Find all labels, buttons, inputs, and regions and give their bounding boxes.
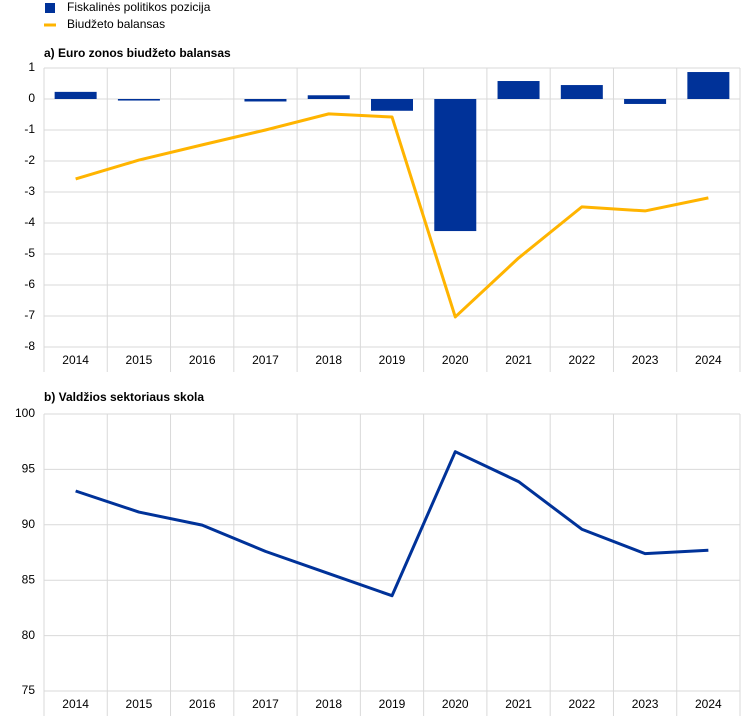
bar bbox=[687, 72, 730, 99]
x-tick-label: 2024 bbox=[695, 353, 722, 367]
x-tick-label: 2016 bbox=[189, 353, 216, 367]
y-tick-label: -6 bbox=[24, 277, 35, 291]
y-tick-label: -1 bbox=[24, 122, 35, 136]
y-tick-label: 0 bbox=[28, 91, 35, 105]
bar bbox=[117, 99, 160, 101]
x-tick-label: 2014 bbox=[62, 697, 89, 711]
y-tick-label: -4 bbox=[24, 215, 35, 229]
x-tick-label: 2018 bbox=[315, 697, 342, 711]
y-tick-label: -7 bbox=[24, 308, 35, 322]
y-tick-label: 90 bbox=[22, 517, 36, 531]
x-tick-label: 2020 bbox=[442, 353, 469, 367]
legend-swatch bbox=[45, 3, 55, 13]
bar bbox=[371, 99, 413, 111]
bar bbox=[560, 85, 603, 99]
bar bbox=[307, 95, 350, 99]
y-tick-label: 100 bbox=[15, 406, 35, 420]
legend-label: Biudžeto balansas bbox=[67, 17, 165, 31]
y-tick-label: -2 bbox=[24, 153, 35, 167]
y-tick-label: -3 bbox=[24, 184, 35, 198]
bar bbox=[244, 99, 287, 102]
chart-title: a) Euro zonos biudžeto balansas bbox=[44, 46, 231, 60]
y-tick-label: 80 bbox=[22, 628, 36, 642]
x-tick-label: 2022 bbox=[568, 697, 595, 711]
line bbox=[75, 112, 709, 319]
bar bbox=[624, 99, 667, 104]
x-tick-label: 2022 bbox=[568, 353, 595, 367]
x-tick-label: 2023 bbox=[632, 353, 659, 367]
y-tick-label: -8 bbox=[24, 339, 35, 353]
bar bbox=[54, 91, 97, 99]
x-tick-label: 2017 bbox=[252, 353, 279, 367]
x-tick-label: 2023 bbox=[632, 697, 659, 711]
x-tick-label: 2015 bbox=[126, 697, 153, 711]
x-tick-label: 2021 bbox=[505, 353, 532, 367]
x-tick-label: 2015 bbox=[126, 353, 153, 367]
x-tick-label: 2019 bbox=[379, 697, 406, 711]
x-tick-label: 2018 bbox=[315, 353, 342, 367]
chart-title: b) Valdžios sektoriaus skola bbox=[44, 390, 204, 404]
y-tick-label: 75 bbox=[22, 683, 36, 697]
bar bbox=[497, 81, 540, 99]
bar bbox=[434, 99, 477, 232]
y-tick-label: 95 bbox=[22, 462, 36, 476]
y-tick-label: -5 bbox=[24, 246, 35, 260]
line bbox=[75, 450, 709, 598]
legend-label: Fiskalinės politikos pozicija bbox=[67, 0, 211, 14]
y-tick-label: 1 bbox=[28, 60, 35, 74]
x-tick-label: 2016 bbox=[189, 697, 216, 711]
x-tick-label: 2021 bbox=[505, 697, 532, 711]
x-tick-label: 2017 bbox=[252, 697, 279, 711]
y-tick-label: 85 bbox=[22, 572, 36, 586]
x-tick-label: 2014 bbox=[62, 353, 89, 367]
x-tick-label: 2019 bbox=[379, 353, 406, 367]
x-tick-label: 2024 bbox=[695, 697, 722, 711]
x-tick-label: 2020 bbox=[442, 697, 469, 711]
